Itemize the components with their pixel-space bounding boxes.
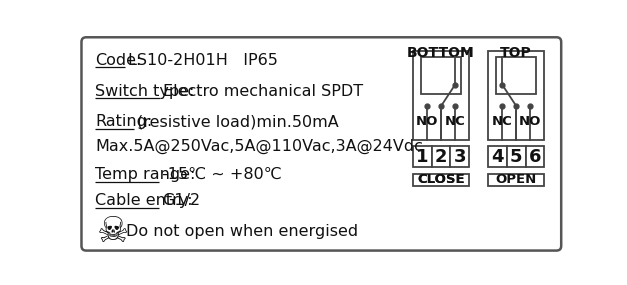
Text: Electro mechanical SPDT: Electro mechanical SPDT bbox=[163, 84, 363, 99]
Text: NC: NC bbox=[445, 115, 465, 129]
Text: NO: NO bbox=[519, 115, 541, 129]
Bar bbox=[496, 57, 537, 94]
Text: Rating:: Rating: bbox=[95, 115, 153, 129]
Text: BOTTOM: BOTTOM bbox=[407, 46, 475, 60]
Text: G1/2: G1/2 bbox=[162, 194, 200, 209]
Bar bbox=[488, 174, 544, 186]
Text: 4: 4 bbox=[492, 148, 504, 166]
Text: Switch type:: Switch type: bbox=[95, 84, 195, 99]
Text: NO: NO bbox=[416, 115, 438, 129]
Text: 1: 1 bbox=[416, 148, 429, 166]
Bar bbox=[421, 57, 461, 94]
Text: NC: NC bbox=[492, 115, 513, 129]
Text: 3: 3 bbox=[453, 148, 466, 166]
Bar bbox=[413, 51, 469, 140]
Text: 2: 2 bbox=[435, 148, 447, 166]
Text: CLOSE: CLOSE bbox=[417, 173, 465, 186]
Text: CLOSE: CLOSE bbox=[417, 173, 465, 186]
Text: -15℃ ~ +80℃: -15℃ ~ +80℃ bbox=[162, 167, 282, 182]
Text: OPEN: OPEN bbox=[495, 173, 537, 186]
Bar bbox=[413, 174, 469, 186]
Text: Max.5A@250Vac,5A@110Vac,3A@24Vdc: Max.5A@250Vac,5A@110Vac,3A@24Vdc bbox=[95, 139, 423, 154]
Text: Temp range:: Temp range: bbox=[95, 167, 196, 182]
Text: Do not open when energised: Do not open when energised bbox=[127, 224, 359, 239]
Bar bbox=[488, 51, 544, 140]
FancyBboxPatch shape bbox=[82, 37, 561, 251]
Bar bbox=[413, 146, 432, 167]
Text: LS10-2H01H   IP65: LS10-2H01H IP65 bbox=[128, 53, 278, 68]
Text: ☠: ☠ bbox=[97, 215, 129, 249]
Text: (resistive load)min.50mA: (resistive load)min.50mA bbox=[137, 115, 339, 129]
Text: 5: 5 bbox=[510, 148, 522, 166]
Text: Cable entry:: Cable entry: bbox=[95, 194, 193, 209]
Bar bbox=[525, 146, 544, 167]
Text: 6: 6 bbox=[529, 148, 541, 166]
Text: Code:: Code: bbox=[95, 53, 142, 68]
Bar bbox=[450, 146, 469, 167]
Bar bbox=[488, 146, 507, 167]
Bar bbox=[432, 146, 450, 167]
Text: TOP: TOP bbox=[500, 46, 532, 60]
Bar bbox=[507, 146, 525, 167]
